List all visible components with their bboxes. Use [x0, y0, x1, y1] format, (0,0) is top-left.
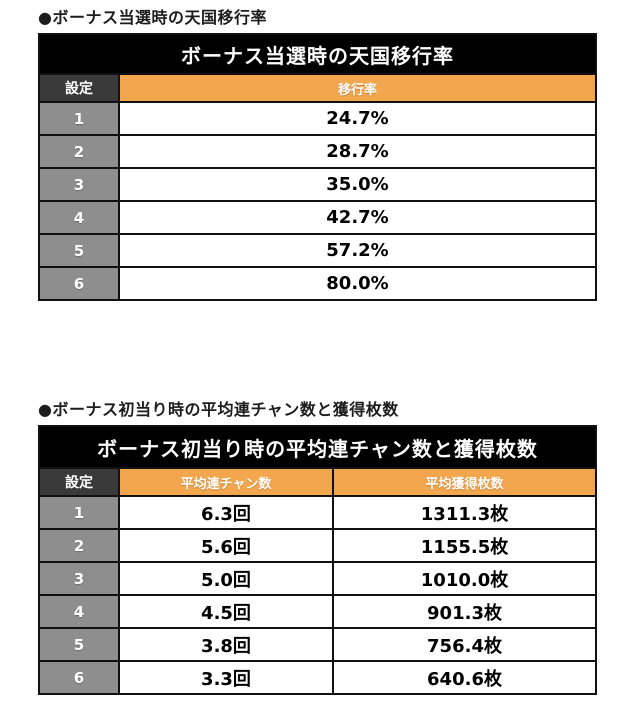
setting-cell: 6	[38, 660, 120, 695]
medals-value-cell: 901.3枚	[332, 594, 597, 629]
setting-cell: 1	[38, 495, 120, 530]
renchan-table-heading: ●ボーナス初当り時の平均連チャン数と獲得枚数	[38, 400, 399, 419]
setting-cell: 3	[38, 561, 120, 596]
renchan-value-cell: 6.3回	[118, 495, 334, 530]
medals-column-header: 平均獲得枚数	[332, 467, 597, 497]
table-header-row: 設定 平均連チャン数 平均獲得枚数	[38, 467, 597, 497]
medals-value-cell: 1155.5枚	[332, 528, 597, 563]
medals-value-cell: 1311.3枚	[332, 495, 597, 530]
setting-cell: 4	[38, 594, 120, 629]
table-title-row: ボーナス当選時の天国移行率	[38, 33, 597, 75]
setting-cell: 3	[38, 167, 120, 202]
rate-value-cell: 28.7%	[118, 134, 597, 169]
medals-value-cell: 640.6枚	[332, 660, 597, 695]
rate-column-header: 移行率	[118, 73, 597, 103]
table-title-row: ボーナス初当り時の平均連チャン数と獲得枚数	[38, 425, 597, 469]
section-heaven-transition: ●ボーナス当選時の天国移行率 ボーナス当選時の天国移行率 設定 移行率 1 24…	[38, 4, 598, 301]
table-row: 3 5.0回 1010.0枚	[38, 561, 597, 596]
setting-column-header: 設定	[38, 467, 120, 497]
renchan-table-title: ボーナス初当り時の平均連チャン数と獲得枚数	[38, 425, 597, 469]
setting-cell: 4	[38, 200, 120, 235]
setting-cell: 6	[38, 266, 120, 301]
heaven-transition-table: ボーナス当選時の天国移行率 設定 移行率 1 24.7% 2 28.7% 3 3…	[38, 33, 597, 301]
rate-value-cell: 35.0%	[118, 167, 597, 202]
heaven-table-title: ボーナス当選時の天国移行率	[38, 33, 597, 75]
table-row: 4 4.5回 901.3枚	[38, 594, 597, 629]
table-row: 5 3.8回 756.4枚	[38, 627, 597, 662]
setting-cell: 5	[38, 627, 120, 662]
table-row: 2 5.6回 1155.5枚	[38, 528, 597, 563]
rate-value-cell: 80.0%	[118, 266, 597, 301]
renchan-value-cell: 5.6回	[118, 528, 334, 563]
table-row: 1 6.3回 1311.3枚	[38, 495, 597, 530]
setting-column-header: 設定	[38, 73, 120, 103]
section-renchan-payout: ●ボーナス初当り時の平均連チャン数と獲得枚数 ボーナス初当り時の平均連チャン数と…	[38, 396, 598, 695]
medals-value-cell: 1010.0枚	[332, 561, 597, 596]
table-row: 4 42.7%	[38, 200, 597, 235]
rate-value-cell: 24.7%	[118, 101, 597, 136]
setting-cell: 2	[38, 134, 120, 169]
renchan-column-header: 平均連チャン数	[118, 467, 334, 497]
table-row: 1 24.7%	[38, 101, 597, 136]
rate-value-cell: 57.2%	[118, 233, 597, 268]
table-row: 5 57.2%	[38, 233, 597, 268]
setting-cell: 5	[38, 233, 120, 268]
table-row: 6 3.3回 640.6枚	[38, 660, 597, 695]
heaven-table-heading: ●ボーナス当選時の天国移行率	[38, 8, 267, 27]
table-row: 6 80.0%	[38, 266, 597, 301]
setting-cell: 2	[38, 528, 120, 563]
renchan-value-cell: 4.5回	[118, 594, 334, 629]
table-row: 2 28.7%	[38, 134, 597, 169]
table-header-row: 設定 移行率	[38, 73, 597, 103]
table-row: 3 35.0%	[38, 167, 597, 202]
renchan-value-cell: 3.8回	[118, 627, 334, 662]
rate-value-cell: 42.7%	[118, 200, 597, 235]
setting-cell: 1	[38, 101, 120, 136]
renchan-payout-table: ボーナス初当り時の平均連チャン数と獲得枚数 設定 平均連チャン数 平均獲得枚数 …	[38, 425, 597, 695]
renchan-value-cell: 5.0回	[118, 561, 334, 596]
renchan-value-cell: 3.3回	[118, 660, 334, 695]
medals-value-cell: 756.4枚	[332, 627, 597, 662]
